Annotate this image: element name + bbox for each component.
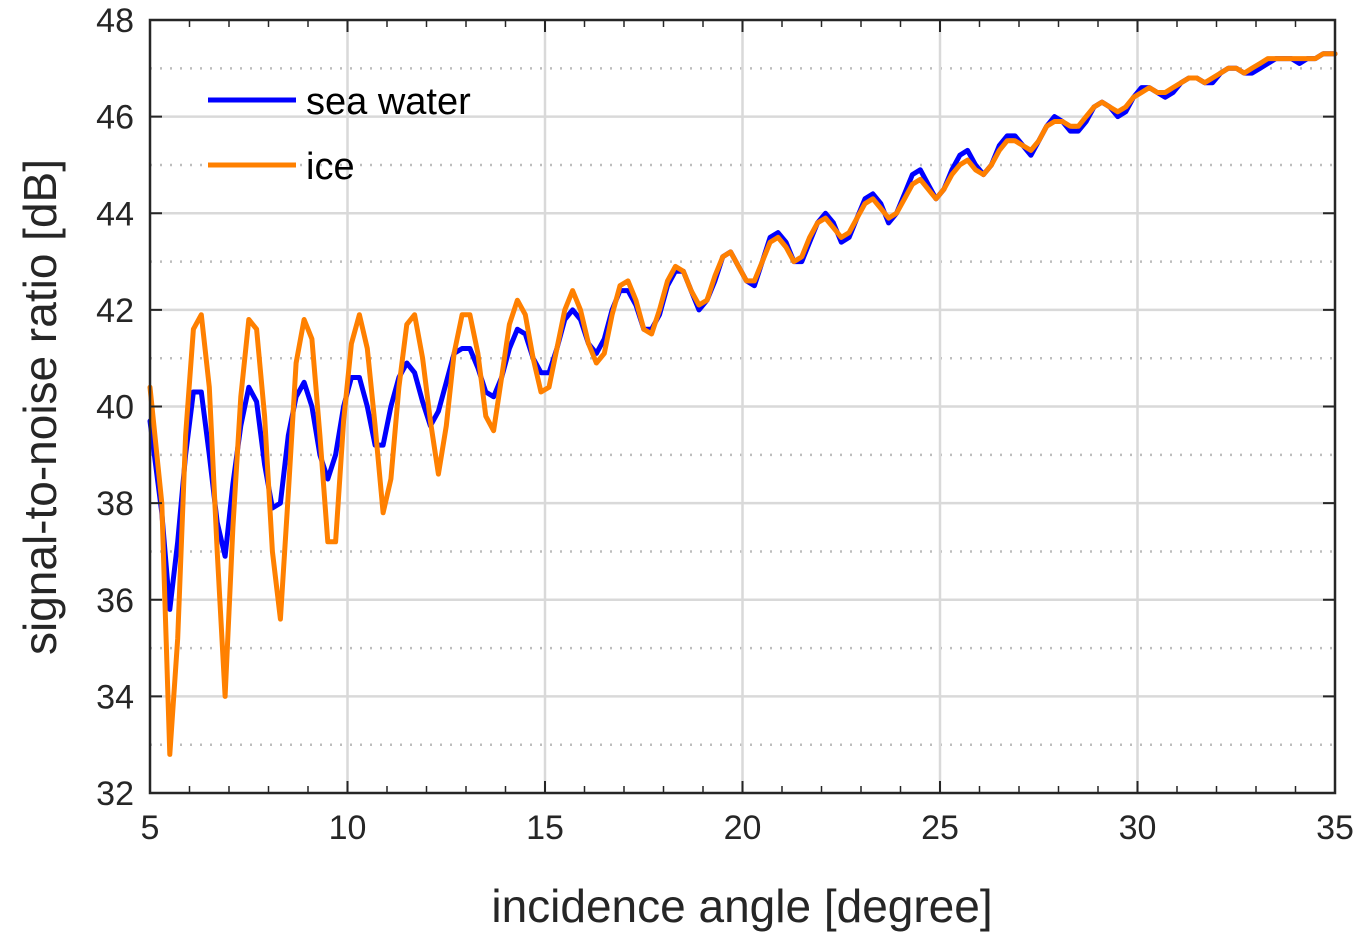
x-tick-label: 15 [526,809,564,847]
y-axis-label: signal-to-noise ratio [dB] [14,159,66,655]
legend: sea water ice [208,81,471,188]
x-tick-label: 25 [921,809,959,847]
series-line-ice [147,51,1338,757]
ticks [149,19,1336,794]
y-tick-label: 36 [96,582,134,620]
y-tick-label: 32 [96,775,134,813]
x-tick-label: 20 [724,809,762,847]
x-tick-label: 10 [329,809,367,847]
x-axis-label: incidence angle [degree] [491,880,992,932]
legend-label-ice: ice [306,146,355,188]
y-tick-label: 34 [96,678,134,716]
x-tick-label: 5 [141,809,160,847]
series-layer [147,51,1338,757]
grid [150,20,1335,793]
y-tick-label: 44 [96,195,134,233]
y-tick-label: 46 [96,99,134,137]
y-tick-label: 38 [96,485,134,523]
y-tick-label: 42 [96,292,134,330]
x-tick-label: 30 [1119,809,1157,847]
y-tick-label: 40 [96,389,134,427]
y-tick-label: 48 [96,2,134,40]
legend-label-sea-water: sea water [306,81,471,123]
x-tick-label: 35 [1316,809,1354,847]
tick-labels: 32 34 36 38 40 42 44 46 48 5 10 15 20 25 30 35 [96,2,1354,847]
